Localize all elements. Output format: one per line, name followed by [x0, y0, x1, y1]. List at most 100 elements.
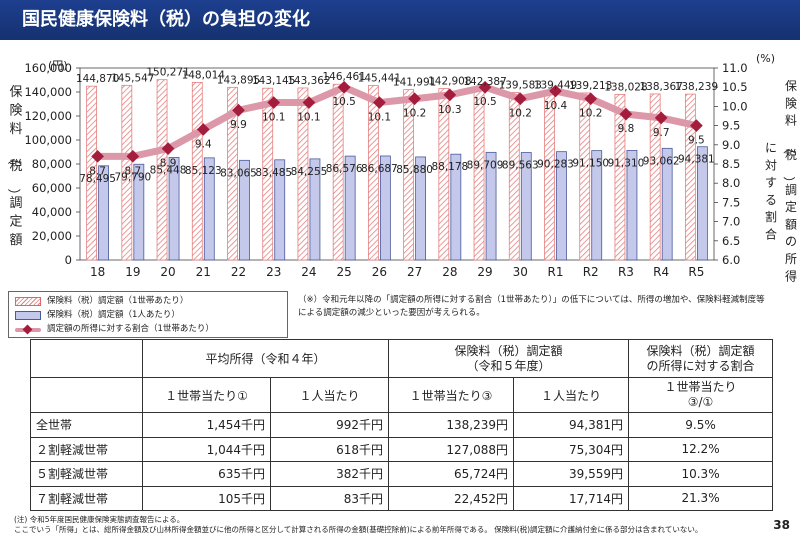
household-value-label: 142,387: [463, 76, 506, 88]
right-tick-label: 9.0: [722, 138, 740, 152]
right-tick-label: 6.5: [722, 234, 740, 248]
household-value-label: 143,895: [217, 74, 260, 86]
bar-household: [262, 87, 274, 261]
x-tick-label: 23: [266, 265, 281, 279]
bar-person: [203, 157, 215, 261]
bar-person: [415, 156, 427, 261]
bar-person: [591, 150, 603, 261]
group-header-premium: 保険料（税）調定額 （令和５年度）: [388, 339, 630, 378]
person-value-label: 90,283: [537, 159, 574, 171]
bar-person: [98, 165, 110, 261]
table-cell: 635千円: [142, 461, 271, 487]
table-cell: 1,454千円: [142, 412, 271, 438]
bar-household: [191, 81, 203, 261]
ratio-line: [94, 83, 700, 160]
bar-person: [274, 159, 286, 261]
x-tick-label: 30: [513, 265, 528, 279]
person-value-label: 84,255: [291, 166, 328, 178]
table-cell: 127,088円: [388, 436, 515, 462]
combo-chart: 0 20,000 40,000 60,000 80,000 100,000 120,000 1…: [5, 52, 797, 283]
ratio-value-label: 9.8: [618, 123, 635, 135]
person-value-label: 85,880: [396, 164, 433, 176]
sub-header: １世帯当たり①: [142, 377, 271, 413]
left-tick-label: 80,000: [32, 157, 72, 171]
bar-person: [133, 163, 145, 261]
sub-header-corner: [30, 377, 143, 413]
sub-header: １世帯当たり ③/①: [628, 377, 774, 413]
bars-layer: [86, 79, 708, 261]
row-label: 全世帯: [30, 412, 143, 438]
table-cell: 17,714円: [513, 485, 630, 511]
person-value-label: 86,576: [326, 163, 363, 175]
x-tick-label: 26: [372, 265, 387, 279]
household-value-label: 138,239: [675, 81, 718, 93]
ratio-value-label: 9.4: [195, 138, 212, 150]
table-row: 全世帯 1,454千円 992千円 138,239円 94,381円 9.5%: [30, 412, 774, 438]
legend-item-household: 保険料（税）調定額（1世帯あたり）: [15, 294, 281, 308]
left-tick-label: 160,000: [24, 61, 72, 75]
table-cell: 382千円: [269, 461, 390, 487]
ratio-marker: [337, 80, 351, 94]
right-axis-title: 保険料（税）調定額の所得: [782, 79, 797, 283]
ratio-marker: [161, 142, 175, 156]
x-tick-label: 25: [337, 265, 352, 279]
x-tick-label: R1: [548, 265, 564, 279]
axes-layer: 0 20,000 40,000 60,000 80,000 100,000 120,000 1…: [5, 52, 797, 283]
ratio-value-label: 10.1: [262, 112, 285, 124]
right-tick-label: 10.0: [722, 99, 748, 113]
table-cell: 65,724円: [388, 461, 515, 487]
x-tick-label: 19: [125, 265, 140, 279]
ratio-value-label: 10.1: [368, 112, 391, 124]
bar-household: [684, 93, 696, 261]
household-value-label: 139,213: [569, 80, 612, 92]
bar-household: [579, 92, 591, 261]
household-value-label: 143,362: [287, 75, 330, 87]
ratio-value-label: 9.9: [230, 119, 247, 131]
household-value-label: 146,461: [322, 71, 365, 83]
line-marker-swatch-icon: [15, 325, 41, 334]
person-value-label: 93,062: [643, 155, 680, 167]
household-value-label: 138,028: [604, 81, 647, 93]
chart-note: （※）令和元年以降の「調定額の所得に対する割合（1世帯あたり）」の低下については…: [298, 295, 765, 318]
right-tick-label: 8.5: [722, 157, 740, 171]
x-tick-label: R3: [618, 265, 634, 279]
bar-person: [344, 155, 356, 261]
person-value-label: 89,709: [467, 159, 504, 171]
bar-household: [297, 87, 309, 261]
table-cell: 9.5%: [628, 412, 774, 438]
bar-person: [168, 157, 180, 261]
person-value-label: 85,448: [150, 164, 187, 176]
footnote-line: (注) 令和5年度国民健康保険実態調査報告による。: [14, 515, 185, 524]
bar-household: [227, 86, 238, 261]
left-tick-label: 0: [65, 253, 72, 267]
left-tick-label: 20,000: [32, 229, 72, 243]
table-cell: 138,239円: [388, 412, 515, 438]
page-number: 38: [773, 518, 790, 532]
table-cell: 75,304円: [513, 436, 630, 462]
ratio-value-label: 8.7: [89, 165, 106, 177]
ratio-marker: [408, 92, 421, 106]
bar-household: [121, 84, 133, 261]
ratio-value-label: 8.7: [124, 165, 141, 177]
person-value-label: 86,687: [361, 163, 398, 175]
chart-legend: 保険料（税）調定額（1世帯あたり） 保険料（税）調定額（1人あたり） 調定額の所…: [8, 291, 288, 338]
right-tick-label: 11.0: [722, 61, 748, 75]
bar-person: [661, 147, 673, 261]
ratio-value-label: 10.2: [579, 108, 602, 120]
ratio-value-label: 10.3: [438, 104, 461, 116]
household-value-label: 139,449: [534, 80, 577, 92]
x-tick-label: 27: [407, 265, 422, 279]
right-axis-unit: (%): [756, 52, 775, 65]
person-value-label: 91,310: [608, 157, 645, 169]
x-tick-label: 24: [301, 265, 316, 279]
ratio-marker: [196, 123, 210, 136]
left-axis-unit: (円): [48, 59, 68, 72]
ratio-value-label: 10.4: [544, 100, 568, 112]
table-cell: 105千円: [142, 485, 271, 511]
slide-title: 国民健康保険料（税）の負担の変化: [0, 0, 800, 40]
household-value-label: 150,271: [146, 67, 189, 79]
bar-household: [86, 85, 98, 261]
ratio-marker: [443, 88, 457, 102]
row-label: ５割軽減世帯: [30, 461, 143, 487]
table-row: ７割軽減世帯 105千円 83千円 22,452円 17,714円 21.3%: [30, 485, 774, 511]
